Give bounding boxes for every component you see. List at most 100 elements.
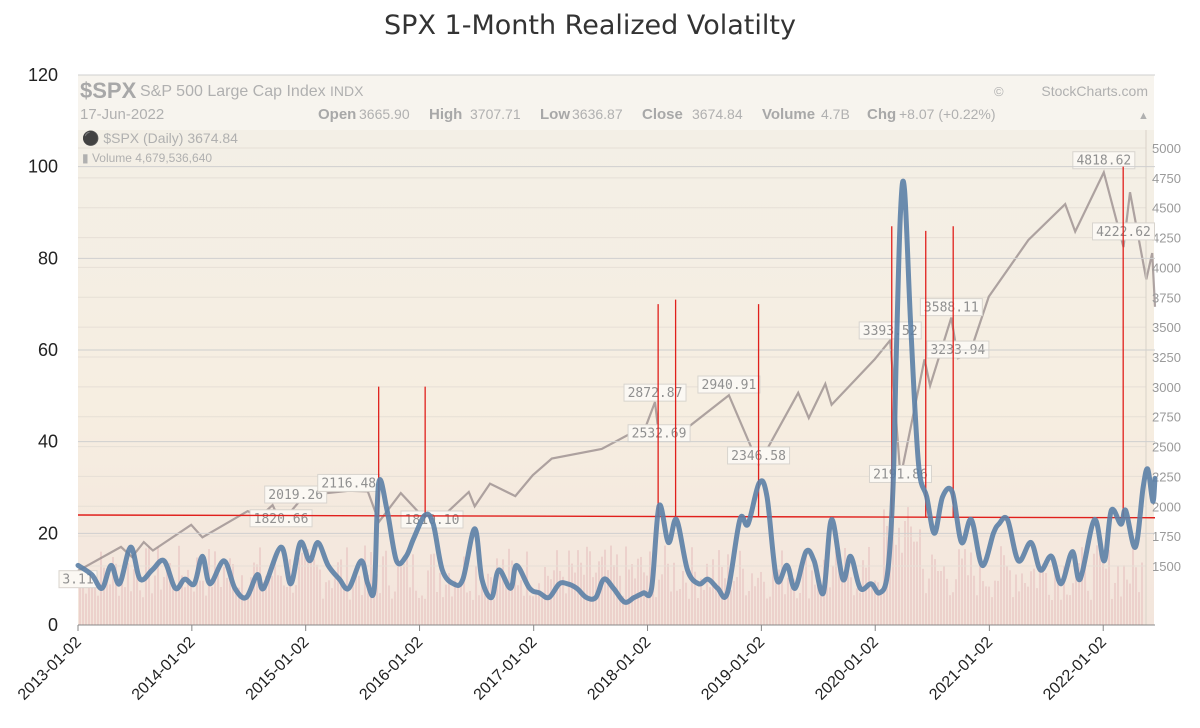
volume-bar (253, 562, 255, 625)
ohlc-value: 3707.71 (470, 106, 521, 122)
volume-bar (214, 551, 216, 625)
price-tick-label: 4250 (1152, 231, 1181, 246)
volume-bar (538, 583, 540, 625)
x-tick-label: 2022-01-02 (1040, 634, 1110, 704)
volume-bar (418, 597, 420, 625)
ohlc-label: Volume (762, 106, 815, 123)
volume-bar (481, 577, 483, 625)
price-tick-label: 3750 (1152, 290, 1181, 305)
volume-bar (1099, 553, 1101, 625)
ohlc-label: Close (642, 106, 683, 123)
ohlc-label: Low (540, 106, 570, 123)
volume-bar (607, 570, 609, 625)
y-tick-label: 0 (48, 615, 58, 635)
volume-bar (862, 560, 864, 625)
ohlc-label: Chg (867, 106, 896, 123)
volume-bar (673, 562, 675, 625)
volume-bar (304, 546, 306, 625)
volume-bar (424, 598, 426, 625)
background-gridlines (78, 147, 1146, 567)
volume-bar (379, 593, 381, 625)
volume-bar (940, 571, 942, 625)
volume-bar (406, 552, 408, 625)
volume-bar (589, 551, 591, 625)
volume-bar (805, 553, 807, 625)
volume-bar (571, 563, 573, 625)
line-chart-icon: ⚫ (82, 130, 103, 147)
volume-bar (697, 598, 699, 625)
volume-bar (121, 572, 123, 625)
price-annotation-label: 2940.91 (702, 378, 757, 393)
x-tick-label: 2015-01-02 (243, 634, 313, 704)
price-annotation-box (919, 298, 983, 317)
volume-bar (622, 595, 624, 625)
volume-bar (604, 549, 606, 625)
volume-bar (1009, 570, 1011, 625)
price-annotation-box (249, 509, 313, 528)
volume-bar (256, 564, 258, 625)
volume-bar (994, 580, 996, 625)
volume-bar (844, 547, 846, 625)
volume-bar (679, 588, 681, 625)
volume-bar (631, 564, 633, 625)
volume-bar (583, 574, 585, 625)
volume-bar (196, 557, 198, 625)
volume-bar (778, 569, 780, 625)
volume-bar (364, 545, 366, 625)
volume-bar (970, 552, 972, 625)
volume-bar (955, 579, 957, 625)
volume-bar (1000, 546, 1002, 625)
y-axis: 0 20 40 60 80 100 120 (28, 65, 1155, 635)
volume-bar (1123, 565, 1125, 625)
volume-bar (511, 560, 513, 625)
volume-bar (709, 587, 711, 625)
volume-bar (1015, 574, 1017, 625)
volume-bar (301, 552, 303, 625)
chart-title: SPX 1-Month Realized Volatilty (384, 10, 796, 41)
volume-bar (130, 591, 132, 625)
x-axis: 2013-01-02 2014-01-02 2015-01-02 2016-01-02… (15, 625, 1110, 704)
bg-index-name: S&P 500 Large Cap Index (140, 83, 326, 100)
volume-bar (988, 586, 990, 625)
volume-bar (949, 595, 951, 625)
volume-bar (292, 592, 294, 625)
volume-bar (655, 597, 657, 625)
volume-bar (946, 578, 948, 625)
volume-bar (451, 596, 453, 625)
volume-bar (550, 579, 552, 625)
volume-bar (439, 572, 441, 625)
volume-bar (943, 566, 945, 625)
ohlc-label: Open (318, 106, 356, 123)
volume-bar (235, 592, 237, 625)
volume-bar (706, 563, 708, 625)
volume-bar (715, 583, 717, 625)
y-tick-label: 40 (38, 432, 58, 452)
volume-bar (409, 587, 411, 625)
volume-bar (838, 547, 840, 625)
volume-bar (634, 578, 636, 625)
volume-bar (490, 577, 492, 625)
volume-bar (880, 591, 882, 625)
volume-bar (877, 582, 879, 625)
volume-bar (118, 595, 120, 625)
volume-bar (97, 595, 99, 625)
volume-bar (1024, 583, 1026, 625)
volume-bar (901, 552, 903, 625)
volume-bar (1036, 588, 1038, 625)
volume-bar (832, 565, 834, 625)
volume-bar (613, 565, 615, 625)
volume-bar (376, 574, 378, 625)
volume-bar (892, 521, 894, 625)
price-tick-label: 2750 (1152, 410, 1181, 425)
volume-bar (193, 591, 195, 625)
volume-bar (910, 526, 912, 625)
bg-source: StockCharts.com (1041, 83, 1148, 99)
volume-bar (244, 595, 246, 625)
volume-bar (958, 549, 960, 625)
volume-bar (1051, 599, 1053, 625)
bg-date: 17-Jun-2022 (80, 106, 164, 123)
volume-bar (358, 575, 360, 625)
volume-bar (748, 591, 750, 625)
volume-bar (1030, 571, 1032, 625)
volume-bar (928, 578, 930, 625)
